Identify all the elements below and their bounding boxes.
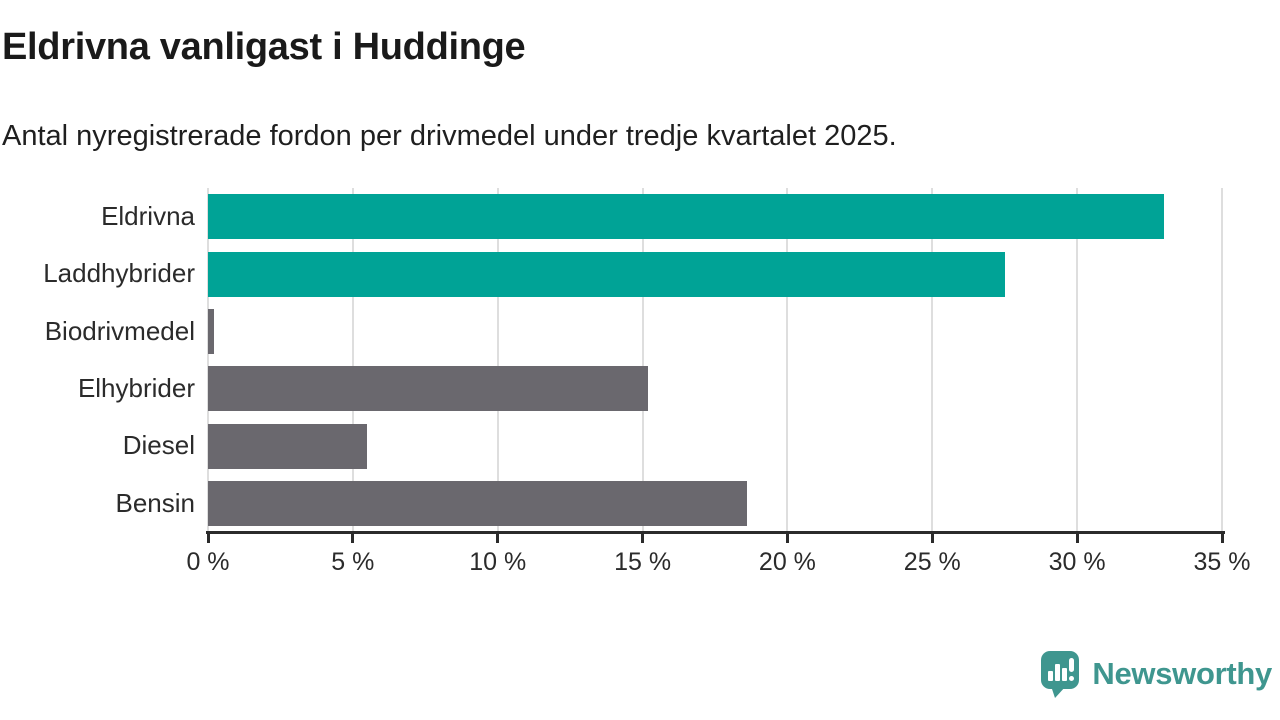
bar-chart: Eldrivna Laddhybrider Biodrivmedel Elhybrid… [43, 188, 1251, 576]
category-label: Eldrivna [101, 201, 195, 231]
gridline [351, 188, 354, 532]
category-label: Elhybrider [77, 373, 195, 403]
category-label: Bensin [115, 487, 196, 518]
gridline [1076, 188, 1079, 532]
gridline [641, 188, 644, 532]
newsworthy-logo: Newsworthy [1040, 650, 1272, 698]
category-label: Laddhybrider [43, 258, 195, 289]
x-tick-mark [930, 534, 934, 543]
gridline [786, 188, 789, 532]
x-tick-mark [641, 534, 645, 543]
x-tick-mark [496, 534, 500, 543]
x-tick-mark [206, 534, 210, 543]
gridline [931, 188, 934, 532]
x-tick-label: 0 % [186, 548, 230, 576]
x-tick-label: 25 % [903, 548, 961, 576]
x-tick-mark [1220, 534, 1224, 543]
bar-biodrivmedel [208, 308, 214, 354]
gridline [496, 188, 499, 532]
x-tick-mark [785, 534, 789, 543]
newsworthy-wordmark: Newsworthy [1092, 656, 1272, 691]
bar-diesel [208, 423, 368, 469]
bar-laddhybrider [208, 251, 1005, 297]
x-axis-line [206, 531, 1225, 534]
chart-title: Eldrivna vanligast i Huddinge [2, 26, 526, 68]
bar-elhybrider [208, 366, 649, 412]
category-label: Diesel [122, 430, 195, 461]
speech-bubble-bar-chart-icon [1041, 651, 1080, 698]
x-tick-label: 35 % [1193, 548, 1251, 576]
x-tick-label: 15 % [614, 548, 672, 576]
x-tick-mark [1075, 534, 1079, 543]
x-tick-label: 20 % [758, 548, 816, 576]
chart-subtitle: Antal nyregistrerade fordon per drivmede… [2, 120, 897, 152]
x-tick-label: 10 % [469, 548, 527, 576]
x-tick-mark [351, 534, 355, 543]
bar-eldrivna [208, 194, 1165, 240]
gridline [1221, 188, 1223, 532]
x-tick-label: 30 % [1048, 548, 1106, 576]
gridline [207, 188, 209, 532]
bar-bensin [208, 480, 747, 526]
category-label: Biodrivmedel [44, 315, 195, 346]
x-tick-label: 5 % [331, 548, 375, 576]
